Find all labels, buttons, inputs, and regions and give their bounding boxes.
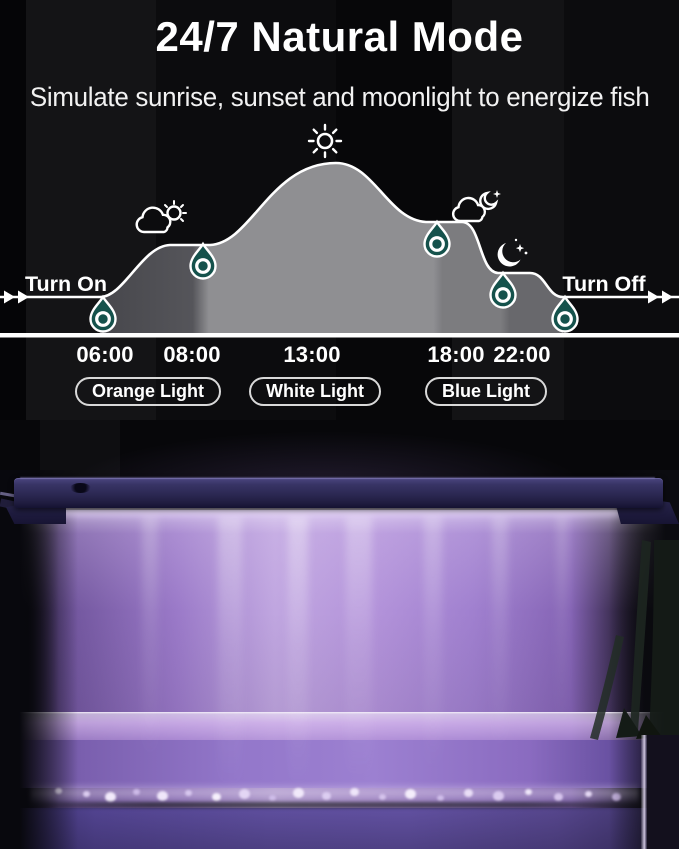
- waterline-shadow: [25, 802, 649, 808]
- light-ray: [142, 515, 158, 775]
- arrow-right-icon: [648, 290, 673, 304]
- droplet-marker-icon: [189, 241, 217, 280]
- time-label: 22:00: [493, 342, 551, 367]
- aquarium-photo: [0, 420, 679, 849]
- light-mode-pill-white: White Light: [249, 377, 381, 406]
- page-title: 24/7 Natural Mode: [155, 13, 524, 60]
- time-markers: [89, 219, 579, 333]
- droplet-marker-icon: [423, 219, 451, 258]
- fixture-screw-hole: [70, 483, 91, 493]
- time-label: 18:00: [427, 342, 485, 367]
- turn-off-label: Turn Off: [562, 272, 646, 296]
- intensity-curve: [0, 161, 679, 299]
- sun-icon: [307, 123, 343, 159]
- diagram-background: [0, 0, 679, 420]
- background-band: [0, 0, 26, 420]
- light-mode-pill-blue: Blue Light: [425, 377, 547, 406]
- light-ray: [556, 515, 568, 745]
- droplet-marker-icon: [89, 294, 117, 333]
- page-subtitle-wrap: Simulate sunrise, sunset and moonlight t…: [0, 82, 679, 113]
- tank-corner-dark: [647, 735, 679, 849]
- light-ray: [288, 515, 308, 805]
- plant-silhouette: [590, 540, 679, 755]
- glow-vertical-shading: [0, 510, 679, 849]
- time-label: 06:00: [76, 342, 134, 367]
- fixture-top-highlight: [20, 477, 655, 479]
- light-fixture-bar: [14, 478, 663, 508]
- moon-stars-icon: [497, 238, 528, 267]
- water-below-surface: [0, 808, 679, 849]
- light-mode-pill-orange: Orange Light: [75, 377, 221, 406]
- turn-on-label: Turn On: [25, 272, 107, 296]
- droplet-marker-icon: [489, 270, 517, 309]
- glass-edge: [641, 735, 647, 849]
- arrow-right-icon: [4, 290, 29, 304]
- droplet-marker-icon: [551, 294, 579, 333]
- time-label: 13:00: [283, 342, 341, 367]
- light-ray: [492, 515, 508, 765]
- water-depth-shade: [0, 808, 679, 849]
- light-ray: [346, 515, 372, 795]
- light-ray: [218, 515, 242, 805]
- time-label: 08:00: [163, 342, 221, 367]
- light-ray: [424, 515, 442, 785]
- tank-rim: [0, 712, 679, 741]
- cloud-moon-icon: [451, 190, 501, 223]
- axis-baseline: [0, 333, 679, 338]
- sun-cloud-icon: [135, 200, 187, 234]
- left-vignette: [0, 470, 78, 849]
- fixture-underside-glow: [40, 506, 619, 520]
- page-subtitle: Simulate sunrise, sunset and moonlight t…: [29, 82, 650, 112]
- natural-mode-diagram: Turn On Turn Off: [0, 123, 679, 338]
- water-surface-zone: [0, 740, 679, 788]
